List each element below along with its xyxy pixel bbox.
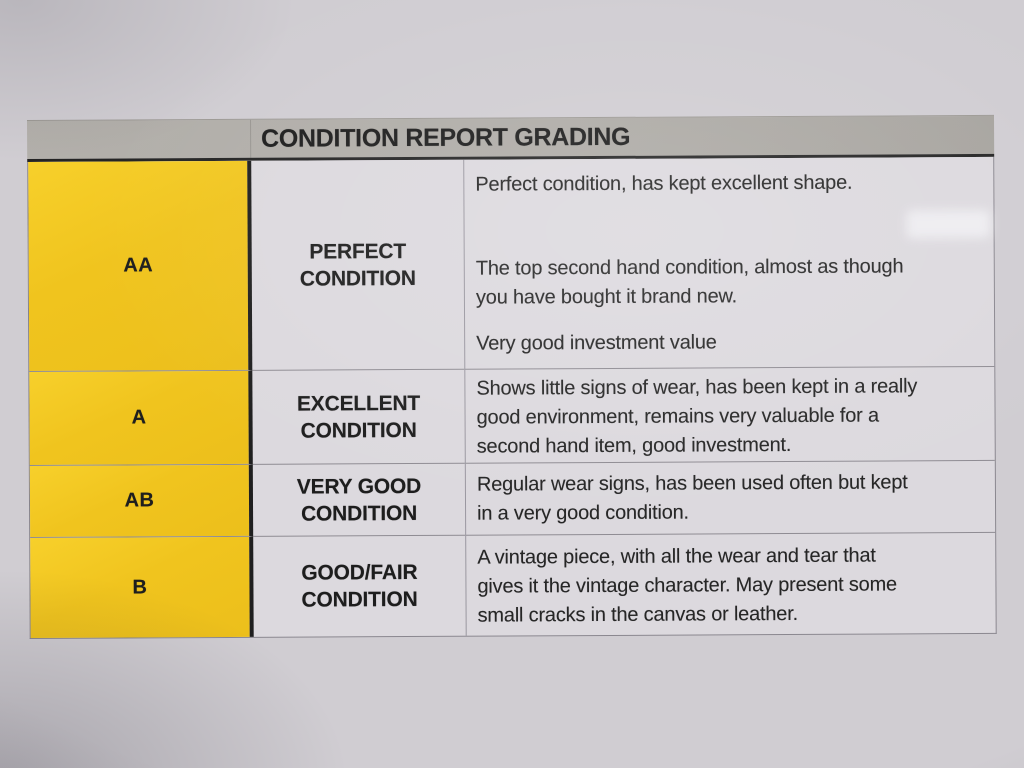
grade-cell-ab: AB <box>29 464 254 538</box>
description-paragraph: Regular wear signs, has been used often … <box>476 471 908 525</box>
label-cell-excellent-condition: EXCELLENT CONDITION <box>252 369 465 465</box>
grade-cell-a: A <box>29 370 253 466</box>
grade-text: AA <box>123 254 154 277</box>
description-paragraph: The top second hand condition, almost as… <box>475 255 904 309</box>
description-paragraph: Very good investment value <box>476 331 717 355</box>
header-column-divider <box>250 119 252 158</box>
description-paragraph: Shows little signs of wear, has been kep… <box>476 375 918 458</box>
label-cell-perfect-condition: PERFECT CONDITION <box>251 159 465 371</box>
grade-text: B <box>132 575 148 598</box>
description-cell-ab: Regular wear signs, has been used often … <box>464 460 996 536</box>
grade-cell-aa: AA <box>28 160 253 372</box>
description-paragraph: Perfect condition, has kept excellent sh… <box>475 171 853 196</box>
condition-label: VERY GOOD CONDITION <box>296 474 422 526</box>
label-cell-very-good-condition: VERY GOOD CONDITION <box>252 463 466 537</box>
description-cell-b: A vintage piece, with all the wear and t… <box>465 532 996 636</box>
grading-table: CONDITION REPORT GRADING AA PERFECT COND… <box>27 114 997 639</box>
page-title: CONDITION REPORT GRADING <box>261 122 631 153</box>
condition-label: EXCELLENT CONDITION <box>296 391 421 443</box>
condition-label: GOOD/FAIR CONDITION <box>301 560 418 612</box>
description-cell-aa: Perfect condition, has kept excellent sh… <box>463 156 995 370</box>
label-cell-good-fair-condition: GOOD/FAIR CONDITION <box>253 536 466 637</box>
description-paragraph: A vintage piece, with all the wear and t… <box>477 544 898 627</box>
grade-text: AB <box>124 489 155 512</box>
grade-cell-b: B <box>30 536 254 638</box>
grade-text: A <box>131 406 147 429</box>
description-cell-a: Shows little signs of wear, has been kep… <box>464 366 995 464</box>
condition-label: PERFECT CONDITION <box>299 239 416 291</box>
table-body: AA PERFECT CONDITION Perfect condition, … <box>27 156 997 639</box>
table-header-row: CONDITION REPORT GRADING <box>27 114 995 162</box>
